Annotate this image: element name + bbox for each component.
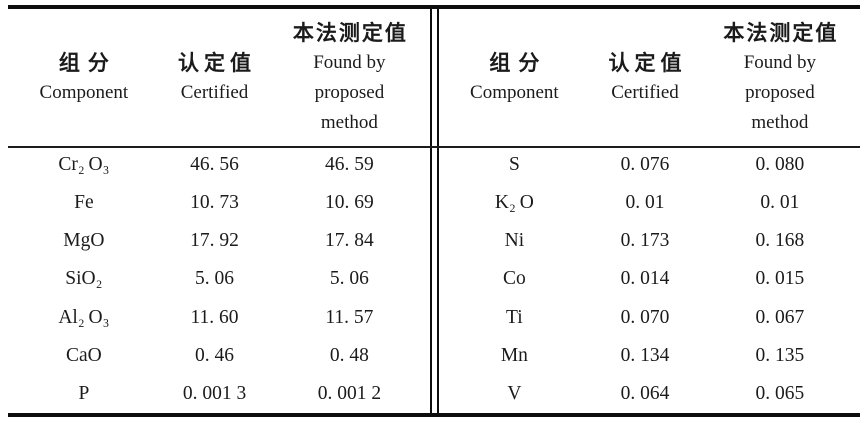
right-found-header: 本法测定值 Found by proposed method: [700, 9, 860, 146]
table-bottom-rule: [8, 413, 860, 417]
found-header-en-line3: method: [320, 111, 378, 133]
found-cell: 10. 69: [325, 192, 374, 214]
component-cell: Al₂ O₃: [58, 306, 110, 328]
found-cell: 0. 01: [760, 192, 800, 214]
right-panel: 组分 Component 认定值 Certified 本法测定值 Found b…: [439, 9, 861, 413]
certified-cell: 0. 173: [620, 230, 670, 252]
component-cell: SiO₂: [65, 268, 103, 290]
found-header-en-line1: Found by: [743, 51, 817, 73]
found-cell: 0. 015: [755, 268, 805, 290]
certified-cell: 0. 076: [620, 154, 670, 176]
certified-cell: 10. 73: [190, 192, 239, 214]
certified-cell: 0. 46: [195, 344, 235, 366]
right-data-rows: S 0. 076 0. 080 K₂ O 0. 01 0. 01 Ni 0. 1…: [439, 146, 861, 413]
left-found-header: 本法测定值 Found by proposed method: [269, 9, 429, 146]
left-certified-header: 认定值 Certified: [160, 9, 270, 146]
found-cell: 0. 135: [755, 344, 805, 366]
found-header-zh: 本法测定值: [723, 20, 839, 45]
component-cell: Mn: [500, 344, 528, 366]
component-cell: Ti: [506, 306, 523, 328]
found-header-en-line1: Found by: [313, 51, 386, 73]
found-header-en-line3: method: [751, 111, 809, 133]
found-cell: 0. 065: [755, 382, 805, 404]
table-top-rule: [8, 5, 860, 9]
table-row: K₂ O 0. 01 0. 01: [439, 184, 861, 222]
table-row: P 0. 001 3 0. 001 2: [8, 375, 430, 413]
certified-cell: 5. 06: [195, 268, 235, 290]
certified-header-zh: 认定值: [178, 50, 257, 75]
table-row: Ni 0. 173 0. 168: [439, 222, 861, 260]
left-panel: 组分 Component 认定值 Certified 本法测定值 Found b…: [8, 9, 430, 413]
found-cell: 0. 168: [755, 230, 805, 252]
component-cell: MgO: [63, 230, 105, 252]
component-cell: Co: [502, 268, 526, 290]
component-header-en: Component: [470, 81, 559, 103]
found-cell: 0. 48: [329, 344, 369, 366]
certified-vs-found-table: 组分 Component 认定值 Certified 本法测定值 Found b…: [8, 5, 860, 417]
found-cell: 11. 57: [325, 306, 374, 328]
table-row: Ti 0. 070 0. 067: [439, 299, 861, 337]
table-row: Mn 0. 134 0. 135: [439, 337, 861, 375]
certified-cell: 0. 070: [620, 306, 670, 328]
right-header-row: 组分 Component 认定值 Certified 本法测定值 Found b…: [439, 9, 861, 146]
table-row: V 0. 064 0. 065: [439, 375, 861, 413]
component-cell: K₂ O: [494, 192, 534, 214]
certified-cell: 0. 134: [620, 344, 670, 366]
certified-cell: 0. 014: [620, 268, 670, 290]
center-double-rule-divider: [429, 9, 439, 413]
left-data-rows: Cr₂ O₃ 46. 56 46. 59 Fe 10. 73 10. 69 Mg…: [8, 146, 430, 413]
component-cell: V: [507, 382, 522, 404]
table-body: 组分 Component 认定值 Certified 本法测定值 Found b…: [8, 9, 860, 413]
found-header-en-line2: proposed: [314, 81, 385, 103]
certified-cell: 46. 56: [190, 154, 239, 176]
certified-header-en: Certified: [180, 81, 249, 103]
certified-cell: 11. 60: [190, 306, 239, 328]
table-row: S 0. 076 0. 080: [439, 146, 861, 184]
found-cell: 46. 59: [325, 154, 374, 176]
certified-cell: 0. 01: [625, 192, 665, 214]
component-header-zh: 组分: [489, 50, 548, 75]
found-cell: 0. 080: [755, 154, 805, 176]
table-row: CaO 0. 46 0. 48: [8, 337, 430, 375]
component-header-zh: 组分: [58, 50, 117, 75]
component-cell: P: [78, 382, 90, 404]
certified-header-en: Certified: [611, 81, 679, 103]
found-cell: 0. 001 2: [317, 382, 382, 404]
component-cell: S: [508, 154, 520, 176]
header-separator-rule: [8, 146, 860, 148]
certified-header-zh: 认定值: [608, 50, 687, 75]
found-cell: 0. 067: [755, 306, 805, 328]
certified-cell: 0. 001 3: [182, 382, 247, 404]
found-header-en-line2: proposed: [745, 81, 815, 103]
right-certified-header: 认定值 Certified: [590, 9, 700, 146]
component-header-en: Component: [39, 81, 129, 103]
component-cell: CaO: [65, 344, 102, 366]
table-row: MgO 17. 92 17. 84: [8, 222, 430, 260]
table-row: SiO₂ 5. 06 5. 06: [8, 260, 430, 298]
found-cell: 17. 84: [325, 230, 374, 252]
certified-cell: 0. 064: [620, 382, 670, 404]
table-row: Co 0. 014 0. 015: [439, 260, 861, 298]
found-header-zh: 本法测定值: [292, 20, 408, 45]
table-row: Fe 10. 73 10. 69: [8, 184, 430, 222]
component-cell: Cr₂ O₃: [58, 154, 110, 176]
left-component-header: 组分 Component: [8, 9, 160, 146]
left-header-row: 组分 Component 认定值 Certified 本法测定值 Found b…: [8, 9, 430, 146]
table-row: Cr₂ O₃ 46. 56 46. 59: [8, 146, 430, 184]
found-cell: 5. 06: [329, 268, 369, 290]
component-cell: Fe: [74, 192, 94, 214]
right-component-header: 组分 Component: [439, 9, 591, 146]
certified-cell: 17. 92: [190, 230, 239, 252]
table-row: Al₂ O₃ 11. 60 11. 57: [8, 299, 430, 337]
component-cell: Ni: [504, 230, 525, 252]
